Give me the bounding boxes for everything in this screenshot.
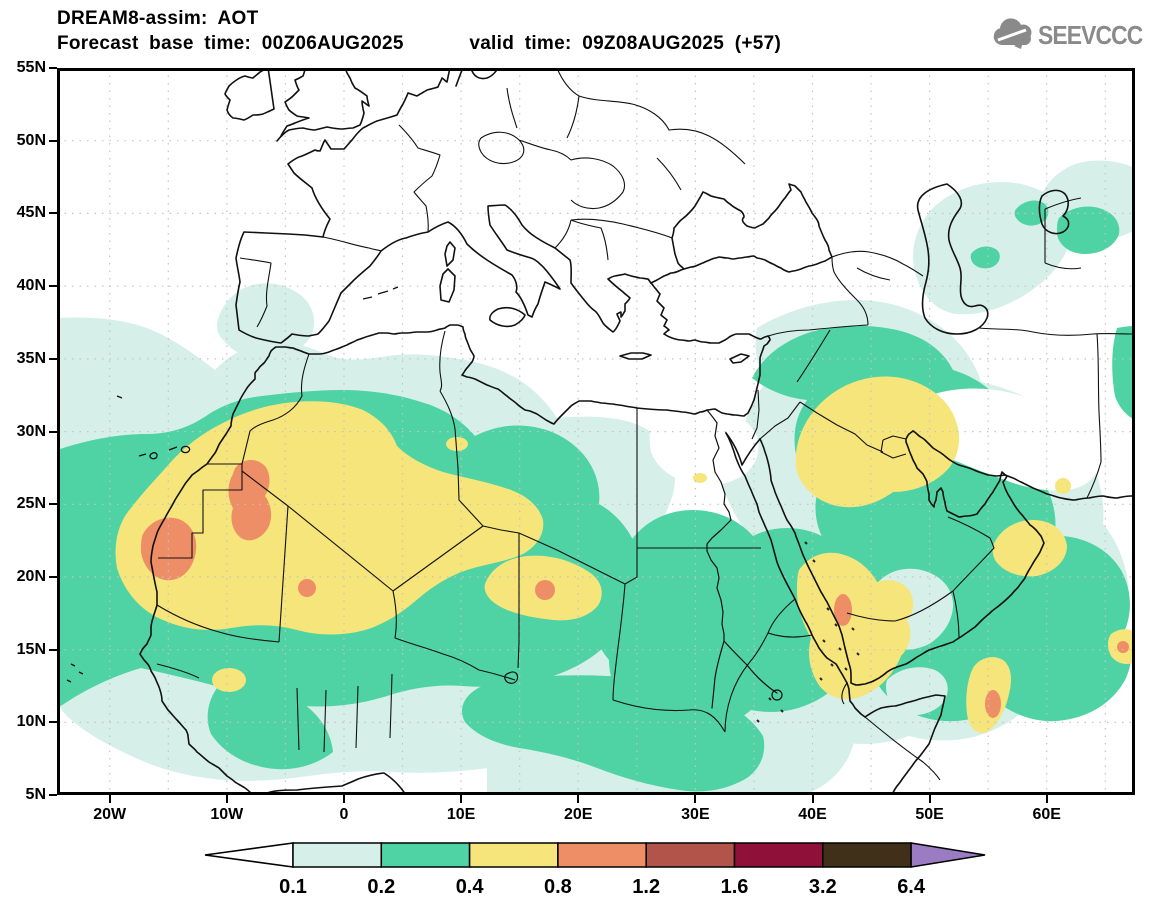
legend-seg-1.6-3.2 — [733, 842, 824, 868]
lat-label: 40N — [16, 277, 46, 295]
lat-tick — [49, 794, 57, 796]
lat-tick — [49, 357, 57, 360]
aot-map — [57, 67, 1136, 796]
legend-tick-label: 0.1 — [279, 876, 307, 898]
legend-tick-label: 0.4 — [456, 876, 485, 898]
aot-field-orange-layer — [141, 460, 1129, 718]
logo-text: SEEVCCC — [1038, 19, 1143, 50]
plot-title: DREAM8-assim: AOT — [57, 8, 259, 29]
lat-label: 20N — [16, 567, 46, 585]
lat-label: 55N — [16, 59, 46, 76]
lat-tick — [49, 67, 57, 69]
lat-label: 35N — [16, 349, 46, 367]
lon-tick — [225, 795, 228, 803]
legend-seg-0.8-1.2 — [557, 842, 647, 868]
lon-label: 20E — [563, 806, 593, 823]
legend-tick-label: 6.4 — [897, 876, 926, 898]
valid-time-value: 09Z08AUG2025 (+57) — [582, 33, 782, 54]
lon-tick — [694, 795, 697, 803]
time-line: Forecast base time: 00Z06AUG2025 valid t… — [57, 31, 781, 56]
base-time-label: Forecast base time: — [57, 33, 252, 54]
colorbar-legend: 0.1 0.2 0.4 0.8 1.2 1.6 3.2 6.4 — [150, 835, 1050, 905]
lon-label: 40E — [798, 806, 827, 823]
map-area — [57, 67, 1136, 796]
lat-tick — [49, 430, 57, 433]
cloud-icon — [994, 18, 1032, 49]
legend-seg-0.4-0.8 — [468, 842, 559, 868]
lon-tick — [108, 795, 111, 803]
legend-seg-0.2-0.4 — [380, 842, 471, 868]
lon-label: 10E — [446, 806, 476, 823]
lat-label: 50N — [16, 131, 46, 149]
lat-label: 25N — [16, 495, 46, 513]
legend-tick-label: 0.2 — [367, 876, 395, 898]
lon-label: 10W — [210, 806, 244, 823]
lat-label: 5N — [25, 786, 46, 803]
lat-tick — [49, 139, 57, 142]
lat-label: 10N — [16, 713, 46, 731]
lat-tick — [49, 648, 57, 651]
lon-tick — [811, 795, 814, 803]
aot-field-yellow-layer — [115, 376, 1135, 734]
lat-tick — [49, 503, 57, 506]
lat-tick — [49, 212, 57, 215]
legend-arrow-above — [910, 842, 986, 868]
legend-seg-1.2-1.6 — [645, 842, 736, 868]
title-block: DREAM8-assim: AOT Forecast base time: 00… — [57, 6, 781, 56]
legend-seg-3.2-6.4 — [822, 842, 912, 868]
lon-label: 60E — [1032, 806, 1061, 823]
lat-tick — [49, 575, 57, 578]
lat-tick — [49, 721, 57, 724]
small-islands — [66, 286, 399, 683]
legend-tick-label: 0.8 — [544, 876, 572, 898]
colorbar: 0.1 0.2 0.4 0.8 1.2 1.6 3.2 6.4 — [204, 842, 986, 898]
lat-label: 30N — [16, 422, 46, 440]
lon-label: 30E — [681, 806, 710, 823]
lat-label: 45N — [16, 204, 46, 222]
lat-label: 15N — [16, 640, 46, 658]
base-time-value: 00Z06AUG2025 — [261, 33, 404, 54]
terrain-marks — [756, 541, 860, 723]
country-borders — [156, 67, 1136, 781]
legend-tick-label: 1.6 — [721, 876, 749, 898]
lon-tick — [928, 795, 931, 803]
lon-tick — [343, 795, 345, 803]
legend-seg-0.1-0.2 — [292, 842, 383, 868]
coastlines — [139, 67, 1136, 796]
lon-tick — [577, 795, 580, 803]
lat-tick — [49, 285, 57, 288]
lon-label: 50E — [915, 806, 944, 823]
legend-arrow-below — [204, 842, 294, 868]
lon-label: 0 — [339, 806, 349, 823]
valid-time-label: valid time: — [469, 33, 572, 54]
legend-tick-label: 3.2 — [809, 876, 837, 898]
lon-label: 20W — [93, 806, 127, 823]
lon-tick — [460, 795, 463, 803]
aot-field-clear-gaps — [649, 388, 1135, 795]
lon-tick — [1045, 795, 1048, 803]
map-border-frame — [57, 68, 1135, 795]
legend-tick-label: 1.2 — [632, 876, 660, 898]
seevccc-logo: SEEVCCC — [992, 16, 1157, 54]
